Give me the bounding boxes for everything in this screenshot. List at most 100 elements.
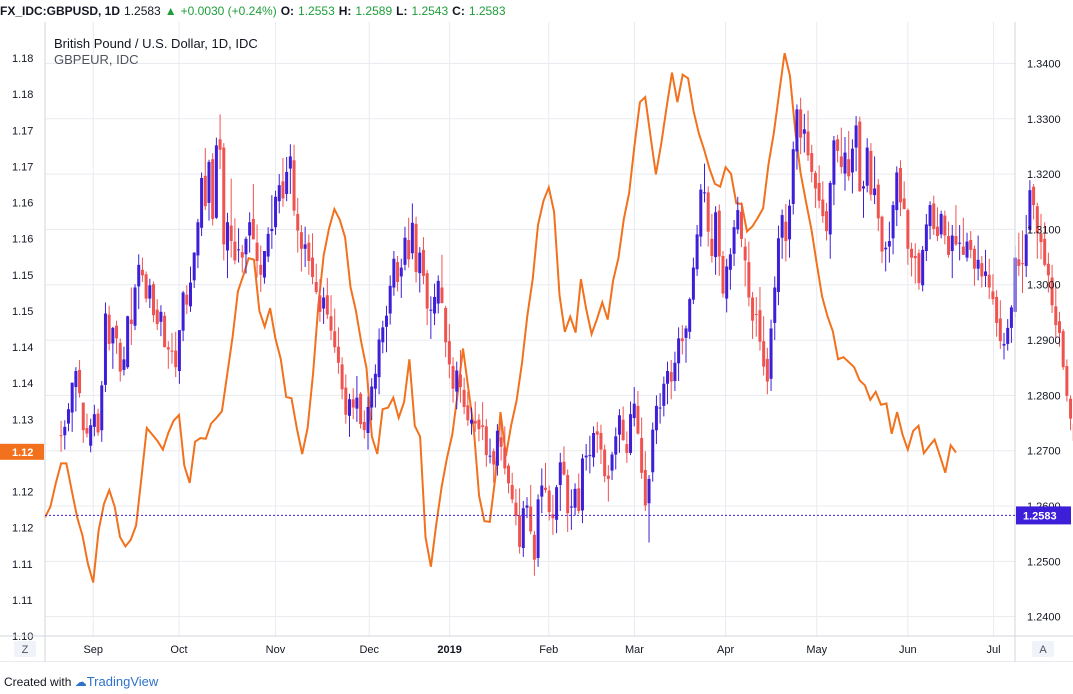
- candle-body: [884, 247, 888, 250]
- candle: [662, 376, 666, 417]
- zoom-button[interactable]: [14, 641, 36, 657]
- candle-body: [943, 215, 947, 236]
- auto-scale-button[interactable]: [1032, 641, 1054, 657]
- x-axis-tick-label: Apr: [717, 644, 734, 656]
- candle: [972, 245, 976, 286]
- candle-body: [684, 328, 688, 338]
- candle: [532, 530, 536, 576]
- candle: [943, 210, 947, 245]
- candle-body: [507, 465, 511, 484]
- candle: [788, 199, 792, 258]
- candle: [921, 246, 925, 292]
- candle-body: [1017, 259, 1021, 266]
- candle-body: [1006, 327, 1010, 344]
- candle: [1039, 213, 1043, 260]
- candle: [514, 488, 518, 526]
- candle-body: [555, 487, 559, 520]
- candle: [784, 203, 788, 262]
- candle-body: [640, 437, 644, 473]
- candle-body: [1054, 306, 1058, 326]
- candle-body: [529, 506, 533, 532]
- candle-body: [396, 262, 400, 282]
- candle: [847, 130, 851, 181]
- candle: [1006, 319, 1010, 351]
- candle: [85, 413, 89, 438]
- candle: [643, 451, 647, 511]
- candle: [255, 224, 259, 278]
- x-axis-tick-label: Mar: [625, 644, 644, 656]
- candle-body: [651, 429, 655, 473]
- candle-body: [355, 397, 359, 409]
- candle: [813, 170, 817, 208]
- candle-body: [765, 358, 769, 382]
- candle: [906, 208, 910, 265]
- candle-body: [898, 168, 902, 203]
- candle-body: [366, 406, 370, 433]
- candle: [1065, 359, 1069, 402]
- right-axis-tick-label: 1.2500: [1027, 556, 1061, 568]
- candle: [599, 424, 603, 464]
- candle: [166, 341, 170, 369]
- candle: [691, 257, 695, 305]
- candle: [573, 483, 577, 516]
- candle: [100, 380, 104, 442]
- candle: [129, 287, 133, 346]
- candle: [758, 286, 762, 351]
- candle-body: [499, 437, 503, 447]
- candle: [410, 203, 414, 260]
- candle-body: [329, 316, 333, 331]
- last-price-badge: [1016, 506, 1071, 525]
- candle: [140, 257, 144, 282]
- candle-body: [1009, 307, 1013, 328]
- candle: [677, 327, 681, 381]
- candle-body: [998, 318, 1002, 342]
- candle: [632, 387, 636, 427]
- left-axis-tick-label: 1.15: [12, 270, 33, 282]
- candle: [499, 421, 503, 461]
- price-chart[interactable]: 1.3400 1.3300 1.3200 1.3100 1.3000 1.2900 1.28…: [0, 22, 1073, 662]
- candle-body: [702, 192, 706, 194]
- candle: [362, 410, 366, 439]
- candle-body: [181, 292, 185, 331]
- candle: [118, 338, 122, 382]
- candle-body: [1050, 277, 1054, 306]
- candle-body: [810, 153, 814, 172]
- candle-body: [921, 249, 925, 286]
- candle: [536, 494, 540, 567]
- candle-body: [573, 488, 577, 508]
- candle-body: [521, 508, 525, 549]
- candle: [429, 296, 433, 339]
- candle: [89, 418, 93, 453]
- last-price: 1.2583: [124, 4, 161, 18]
- candle: [440, 254, 444, 304]
- x-axis-tick-label: May: [806, 644, 827, 656]
- candle-body: [603, 449, 607, 477]
- candle: [739, 202, 743, 248]
- candle: [381, 320, 385, 354]
- candle: [299, 225, 303, 272]
- candle: [66, 403, 70, 432]
- candle-body: [532, 534, 536, 560]
- left-axis-tick-label: 1.16: [12, 198, 33, 210]
- candle: [577, 473, 581, 514]
- candle-body: [362, 421, 366, 431]
- candle-body: [629, 414, 633, 453]
- candle-body: [1021, 263, 1025, 265]
- footer-brand[interactable]: TradingView: [86, 674, 159, 689]
- candle: [1017, 232, 1021, 276]
- compare-legend[interactable]: GBPEUR, IDC: [54, 52, 139, 67]
- candle: [484, 419, 488, 467]
- tradingview-logo-icon[interactable]: ☁: [74, 675, 87, 689]
- candle-body: [440, 287, 444, 304]
- candle: [510, 472, 514, 504]
- candle: [96, 408, 100, 436]
- symbol-label[interactable]: FX_IDC:GBPUSD, 1D: [0, 4, 121, 18]
- candle: [717, 204, 721, 276]
- x-axis-tick-label: Nov: [266, 644, 286, 656]
- candle: [799, 97, 803, 155]
- candle-body: [492, 451, 496, 465]
- candle-body: [148, 285, 152, 299]
- zoom-button-label: Z: [22, 644, 29, 656]
- candle: [950, 225, 954, 279]
- candle: [1002, 332, 1006, 360]
